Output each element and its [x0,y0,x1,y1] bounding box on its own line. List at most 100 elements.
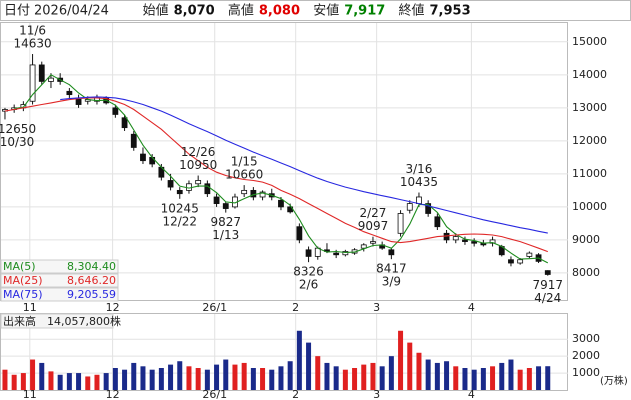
field-label: 終値 [399,3,425,19]
volume-bar [361,364,367,390]
field-value: 8,070 [174,4,215,19]
volume-bar [11,374,17,390]
volume-bar [149,369,155,390]
candle-body [213,196,220,204]
annotation-price: 14630 [13,37,51,51]
volume-bar [480,368,486,390]
annotation-date: 3/9 [382,275,401,289]
volume-bar [241,362,247,390]
candle-body [517,259,524,264]
legend-value: 8,646.20 [67,274,116,287]
volume-bar [140,366,146,390]
volume-bar [112,368,118,390]
candle-body [176,189,183,195]
volume-tick-label: 1000 [572,366,600,379]
x-tick-label: 12 [106,388,120,400]
volume-bar [490,366,496,390]
candle-body [443,232,450,241]
field-value: 7,953 [430,4,471,19]
volume-bar [232,364,238,390]
y-tick-label: 9000 [572,233,600,246]
header: 日付 2026/04/24 始値 8,070 高値 8,080 安値 7,917 終値 7,953 [4,3,471,19]
volume-bar [526,368,532,390]
volume-bar [333,366,339,390]
volume-bar [103,373,109,390]
volume-bar [324,362,330,390]
legend-box [0,287,119,302]
candle-body [434,216,441,228]
volume-bar [379,366,385,390]
annotation-price: 9827 [210,215,241,229]
volume-bar [306,342,312,390]
volume-bar [66,373,72,390]
volume-bar [195,368,201,390]
x-tick-label: 3 [373,388,380,400]
volume-bar [462,368,468,390]
annotation-price: 10435 [400,175,438,189]
candle-body [508,259,514,264]
volume-bar [269,369,275,390]
annotation-date: 4/24 [534,291,561,305]
volume-bar [517,369,523,390]
annotation-date: 12/22 [162,214,197,228]
volume-bar [434,362,440,390]
candle-body [305,249,312,257]
x-tick-label: 11 [23,301,37,314]
volume-bar [48,371,54,390]
legend-box [0,273,119,288]
annotation-date: 2/6 [299,278,318,292]
annotation-date: 11/6 [19,24,46,38]
annotation-date: 12/26 [181,145,216,159]
field-value: 7,917 [344,4,385,19]
y-tick-label: 12000 [572,134,607,147]
volume-bar [407,342,413,390]
volume-bar [177,361,183,390]
candle-body [388,249,395,256]
x-tick-label: 11 [23,388,37,400]
annotation-date: 10/30 [0,135,34,149]
candle-body [29,64,36,102]
volume-bar [85,376,91,390]
volume-bar [204,369,210,390]
annotation-price: 8326 [293,265,324,279]
y-tick-label: 14000 [572,68,607,81]
volume-bar [30,359,36,390]
volume-bar [186,366,192,390]
annotation-price: 8417 [376,262,407,276]
annotation-price: 7917 [532,278,563,292]
volume-bar [508,359,514,390]
x-tick-label: 4 [468,388,475,400]
annotation-date: 3/16 [405,162,432,176]
field-value: 8,080 [259,4,300,19]
candle-body [416,196,422,204]
volume-bar [122,369,128,390]
volume-unit: (万株) [600,374,628,387]
volume-bar [39,362,45,390]
candle-body [186,183,192,191]
candle-body [425,203,432,214]
candle-body [167,180,174,188]
annotation-date: 2/27 [359,206,386,220]
volume-bar [20,373,26,390]
x-tick-label: 2 [292,301,299,314]
candle-body [121,117,128,129]
ma-line [14,74,549,264]
volume-bar [342,369,348,390]
candle-body [140,153,146,162]
volume-bar [352,368,358,390]
y-tick-label: 11000 [572,167,607,180]
candle-body [278,199,284,208]
y-tick-label: 10000 [572,200,607,213]
annotation-date: 1/13 [212,228,239,242]
volume-bar [278,366,284,390]
legend-name: MA(75) [3,288,43,301]
ma-line [60,96,548,234]
candle-body [241,189,248,195]
y-tick-label: 13000 [572,101,607,114]
legend-name: MA(5) [3,260,36,273]
legend-value: 9,205.59 [67,288,116,301]
candle-body [204,183,211,195]
candle-body [544,270,551,275]
annotation-price: 10245 [161,201,199,215]
